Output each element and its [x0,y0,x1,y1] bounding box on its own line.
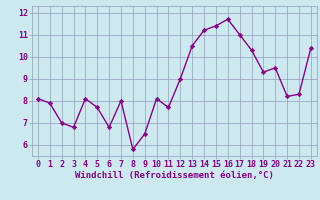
X-axis label: Windchill (Refroidissement éolien,°C): Windchill (Refroidissement éolien,°C) [75,171,274,180]
